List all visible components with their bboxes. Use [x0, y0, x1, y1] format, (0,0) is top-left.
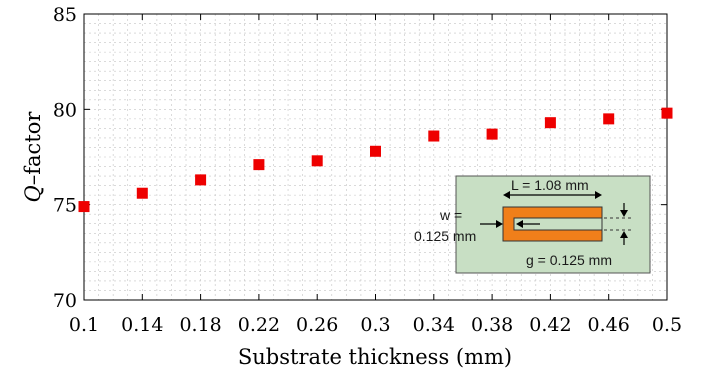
- y-tick-labels: 70 75 80 85: [53, 4, 77, 312]
- g-arrow-bottom-head: [620, 231, 628, 238]
- g-arrow-top-head: [620, 210, 628, 217]
- resonator-inset: L = 1.08 mm w = 0.125 mm g = 0.125 mm: [414, 175, 651, 274]
- data-point: [603, 113, 615, 125]
- label-g: g = 0.125 mm: [526, 252, 612, 268]
- y-tick-label: 75: [53, 195, 77, 217]
- data-point: [195, 174, 207, 186]
- data-point: [370, 145, 381, 157]
- data-point: [428, 130, 440, 142]
- label-w-line1: w =: [439, 207, 462, 223]
- data-point: [661, 107, 673, 119]
- resonator-shape: [502, 206, 603, 242]
- x-tick-label: 0.22: [238, 314, 280, 336]
- w-arrow-head: [496, 220, 503, 228]
- x-tick-label: 0.18: [179, 314, 221, 336]
- label-w-line2: 0.125 mm: [414, 228, 476, 244]
- y-axis-label-q: Q: [21, 185, 45, 202]
- y-axis-label-rest: –factor: [21, 111, 45, 186]
- x-tick-labels: 0.1 0.14 0.18 0.22 0.26 0.3 0.34 0.38 0.42 0.46 0.…: [69, 314, 682, 336]
- x-tick-label: 0.46: [588, 314, 630, 336]
- l-arrow-right: [595, 191, 602, 199]
- x-tick-label: 0.38: [471, 314, 513, 336]
- y-axis-label: Q–factor: [21, 111, 45, 203]
- x-tick-label: 0.26: [296, 314, 338, 336]
- x-tick-label: 0.14: [121, 314, 163, 336]
- data-point: [136, 187, 148, 199]
- data-point: [78, 201, 90, 213]
- y-tick-label: 85: [53, 4, 77, 26]
- label-l: L = 1.08 mm: [511, 177, 589, 193]
- w-inner-arrow-head: [516, 220, 523, 228]
- y-tick-label: 70: [53, 290, 77, 312]
- y-tick-label: 80: [53, 99, 77, 121]
- data-point: [253, 159, 265, 171]
- data-point: [486, 128, 498, 140]
- x-tick-label: 0.34: [413, 314, 455, 336]
- x-tick-label: 0.1: [69, 314, 99, 336]
- x-tick-label: 0.5: [652, 314, 682, 336]
- data-point: [311, 155, 323, 167]
- l-arrow-left: [503, 191, 510, 199]
- data-points: [78, 107, 673, 213]
- x-tick-label: 0.42: [529, 314, 571, 336]
- data-point: [544, 117, 556, 129]
- x-tick-label: 0.3: [360, 314, 390, 336]
- x-axis-label: Substrate thickness (mm): [238, 345, 512, 369]
